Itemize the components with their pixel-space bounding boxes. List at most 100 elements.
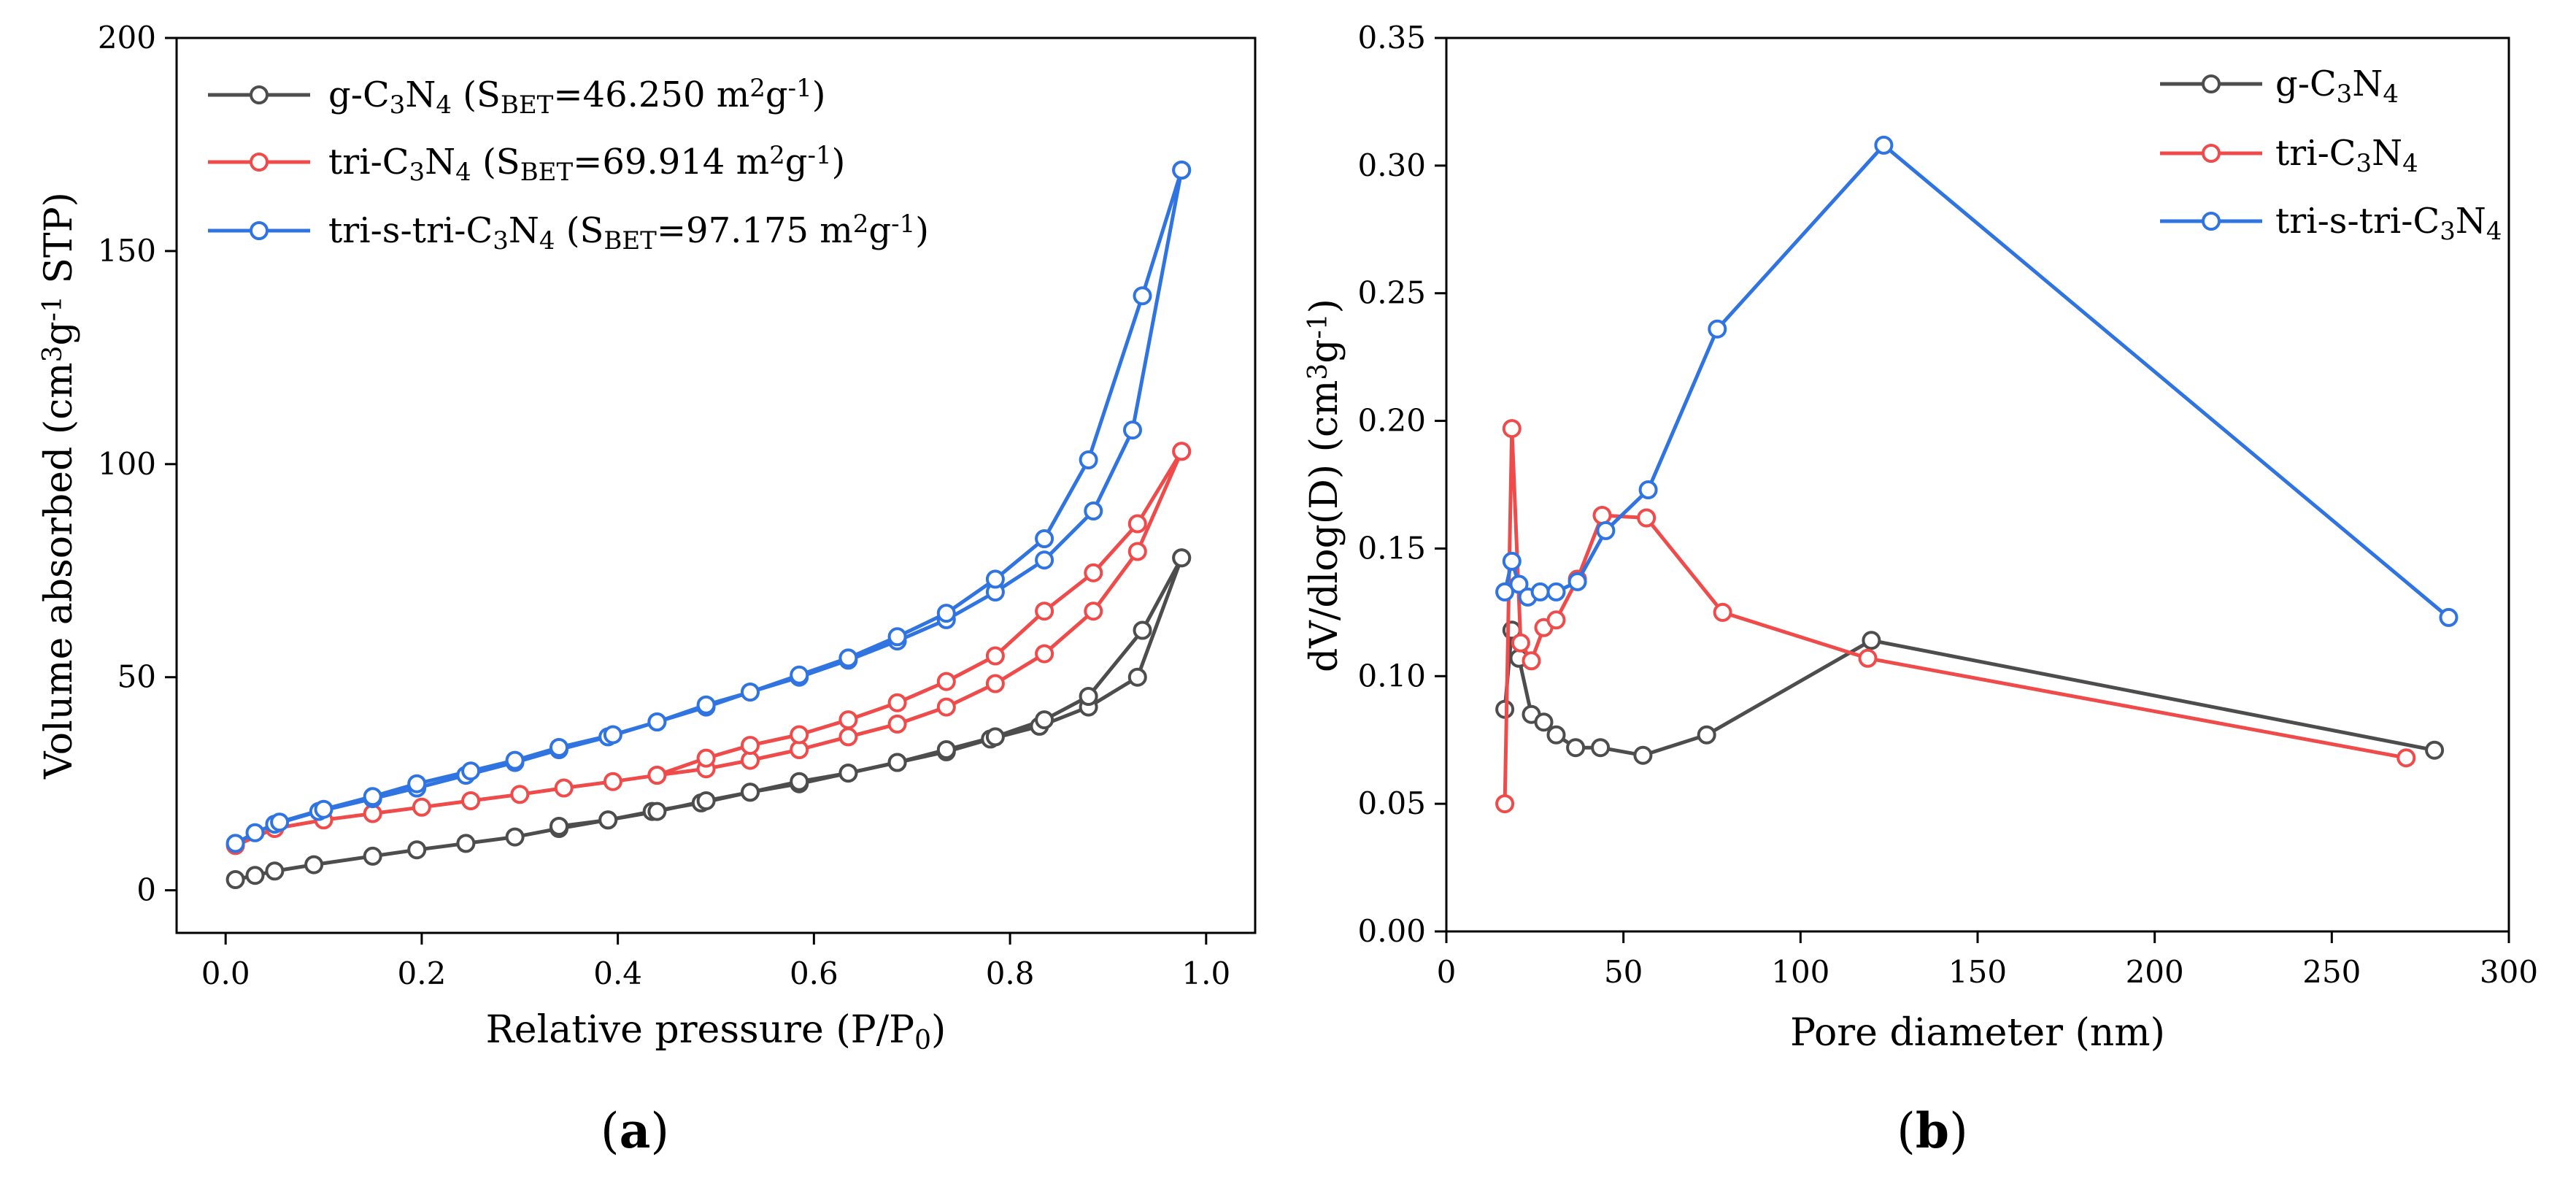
chart-b-point-tri-C3N4-curve-2	[1511, 633, 1530, 653]
chart-a-y-tick-label-3: 150	[98, 233, 156, 269]
chart-a-point-g-C3N4-desorption-2	[1079, 687, 1098, 706]
chart-a-point-g-C3N4-desorption-13	[549, 817, 568, 836]
chart-a-point-g-C3N4-desorption-9	[741, 783, 760, 802]
chart-b-line-tri-C3N4-curve	[1503, 426, 2407, 804]
chart-a-point-tri-s-tri-C3N4-desorption-8	[790, 665, 809, 685]
legend-marker-g-C3N4	[250, 85, 269, 104]
chart-a-point-tri-s-tri-C3N4-desorption-17	[363, 787, 382, 807]
chart-a-point-g-C3N4-desorption-3	[1035, 710, 1054, 730]
chart-b-point-tri-s-tri-C3N4-curve-5	[1546, 582, 1566, 601]
chart-a-point-g-C3N4-desorption-1	[1133, 620, 1152, 640]
chart-a-point-tri-C3N4-desorption-2	[1084, 563, 1103, 583]
chart-a-point-tri-C3N4-desorption-6	[887, 693, 907, 712]
chart-a-point-tri-C3N4-adsorption-13	[838, 727, 858, 747]
chart-a-x-tick-label-4: 0.8	[986, 956, 1035, 991]
chart-a-point-tri-s-tri-C3N4-adsorption-18	[1035, 550, 1054, 570]
chart-b-point-tri-C3N4-curve-9	[1713, 602, 1732, 622]
chart-a-line-tri-s-tri-C3N4-adsorption	[234, 169, 1184, 845]
chart-a-point-tri-C3N4-desorption-7	[838, 710, 858, 730]
chart-a-point-tri-C3N4-adsorption-6	[510, 785, 530, 804]
chart-a-panel-label: (a)	[601, 1102, 669, 1159]
chart-a-point-g-C3N4-desorption-4	[985, 727, 1005, 747]
chart-a-point-tri-C3N4-adsorption-17	[1035, 644, 1054, 664]
chart-b-panel-label: (b)	[1897, 1102, 1968, 1159]
chart-a-point-tri-C3N4-desorption-9	[741, 736, 760, 756]
chart-a-line-tri-C3N4-desorption	[656, 450, 1184, 777]
chart-a-x-tick-label-5: 1.0	[1181, 956, 1230, 991]
chart-a-point-tri-C3N4-adsorption-5	[461, 791, 481, 810]
chart-b-point-g-C3N4-curve-6	[1566, 738, 1586, 758]
chart-b-point-tri-C3N4-curve-8	[1637, 508, 1657, 528]
chart-a-point-tri-s-tri-C3N4-desorption-0	[1172, 161, 1192, 180]
chart-a-point-tri-C3N4-desorption-10	[696, 748, 716, 768]
chart-a-point-tri-C3N4-desorption-0	[1172, 442, 1192, 461]
chart-a-point-g-C3N4-desorption-5	[936, 740, 956, 759]
legend-item-tri-s-tri-C3N4: tri-s-tri-C3N4 (SBET=97.175 m2g-1)	[208, 209, 929, 255]
chart-b-point-g-C3N4-curve-5	[1546, 725, 1566, 745]
legend-b-item-tri-C3N4: tri-C3N4	[2160, 133, 2418, 178]
chart-a-point-tri-s-tri-C3N4-desorption-12	[603, 725, 622, 745]
chart-b-y-tick-label-1: 0.05	[1357, 785, 1426, 821]
chart-a-point-tri-s-tri-C3N4-desorption-5	[936, 604, 956, 623]
chart-b-y-tick-label-6: 0.30	[1357, 147, 1426, 183]
chart-a-point-g-C3N4-adsorption-1	[245, 866, 265, 885]
chart-a-point-tri-C3N4-desorption-1	[1127, 514, 1147, 534]
chart-a-x-tick-label-2: 0.4	[593, 956, 642, 991]
chart-b-y-tick-label-4: 0.20	[1357, 403, 1426, 439]
chart-a-point-tri-C3N4-adsorption-18	[1084, 601, 1103, 621]
chart-a-point-tri-s-tri-C3N4-desorption-14	[505, 750, 525, 770]
chart-a-point-tri-s-tri-C3N4-desorption-16	[407, 774, 427, 793]
chart-b-x-tick-label-0: 0	[1437, 954, 1457, 990]
chart-a-point-g-C3N4-desorption-10	[696, 791, 716, 810]
chart-b-y-tick-label-2: 0.10	[1357, 658, 1426, 693]
chart-b-point-tri-C3N4-curve-1	[1502, 419, 1522, 439]
chart-a-x-tick-label-1: 0.2	[398, 956, 447, 991]
chart-b-x-tick-label-3: 150	[1948, 954, 2007, 990]
chart-b-point-g-C3N4-curve-9	[1697, 725, 1716, 745]
chart-a-point-tri-C3N4-adsorption-4	[412, 797, 431, 817]
chart-a-point-tri-C3N4-adsorption-19	[1127, 542, 1147, 561]
chart-b-y-tick-label-7: 0.35	[1357, 20, 1426, 55]
chart-b-y-tick-label-0: 0.00	[1357, 913, 1426, 949]
chart-b-point-tri-s-tri-C3N4-curve-6	[1567, 572, 1587, 591]
chart-b-point-g-C3N4-curve-7	[1591, 738, 1611, 758]
chart-b-point-tri-s-tri-C3N4-curve-7	[1596, 520, 1616, 540]
chart-b-point-tri-s-tri-C3N4-curve-0	[1495, 582, 1515, 601]
chart-a-point-g-C3N4-adsorption-6	[456, 834, 476, 853]
chart-a-point-g-C3N4-adsorption-20	[1127, 667, 1147, 687]
legend-b-marker-g-C3N4	[2202, 74, 2221, 93]
chart-a-y-tick-label-4: 200	[98, 20, 156, 55]
legend-b-label-g-C3N4: g-C3N4	[2275, 64, 2399, 109]
chart-b-point-tri-s-tri-C3N4-curve-4	[1530, 582, 1550, 601]
legend-label-g-C3N4: g-C3N4 (SBET=46.250 m2g-1)	[328, 74, 826, 119]
chart-b-y-tick-label-5: 0.25	[1357, 275, 1426, 311]
legend-b-label-tri-s-tri-C3N4: tri-s-tri-C3N4	[2275, 201, 2502, 246]
chart-a-point-tri-C3N4-desorption-8	[790, 725, 809, 745]
chart-a-point-g-C3N4-adsorption-2	[265, 861, 285, 881]
chart-b-point-tri-C3N4-curve-11	[2396, 748, 2416, 768]
chart-a-point-g-C3N4-desorption-12	[598, 810, 618, 830]
chart-b-point-tri-C3N4-curve-3	[1522, 651, 1541, 671]
chart-a-point-tri-s-tri-C3N4-desorption-11	[647, 712, 667, 731]
legend-item-g-C3N4: g-C3N4 (SBET=46.250 m2g-1)	[208, 74, 826, 120]
chart-a-point-g-C3N4-adsorption-4	[363, 846, 382, 866]
chart-a-point-g-C3N4-adsorption-0	[225, 870, 245, 889]
chart-a-y-tick-label-1: 50	[117, 659, 156, 695]
chart-b-x-axis-label: Pore diameter (nm)	[1790, 1011, 2165, 1055]
chart-b-point-tri-s-tri-C3N4-curve-11	[2439, 607, 2459, 627]
chart-a-point-tri-s-tri-C3N4-desorption-3	[1035, 529, 1054, 548]
chart-a-point-tri-C3N4-adsorption-7	[554, 778, 574, 798]
chart-a-point-tri-s-tri-C3N4-desorption-2	[1079, 450, 1098, 469]
chart-a-point-g-C3N4-desorption-6	[887, 753, 907, 772]
legend-b-marker-tri-C3N4	[2202, 144, 2221, 163]
chart-b-y-axis-label: dV/dlog(D) (cm3g-1)	[1303, 299, 1346, 672]
chart-a-y-axis-label: Volume absorbed (cm3g-1 STP)	[37, 192, 81, 780]
legend-b-label-tri-C3N4: tri-C3N4	[2275, 133, 2418, 178]
chart-a-point-tri-s-tri-C3N4-desorption-9	[741, 683, 760, 702]
chart-a-point-tri-s-tri-C3N4-desorption-18	[314, 799, 333, 819]
chart-a-point-tri-s-tri-C3N4-desorption-4	[985, 569, 1005, 589]
chart-b-point-g-C3N4-curve-10	[1862, 631, 1881, 650]
chart-a-y-tick-label-2: 100	[98, 446, 156, 482]
chart-a-point-tri-C3N4-adsorption-16	[985, 674, 1005, 693]
